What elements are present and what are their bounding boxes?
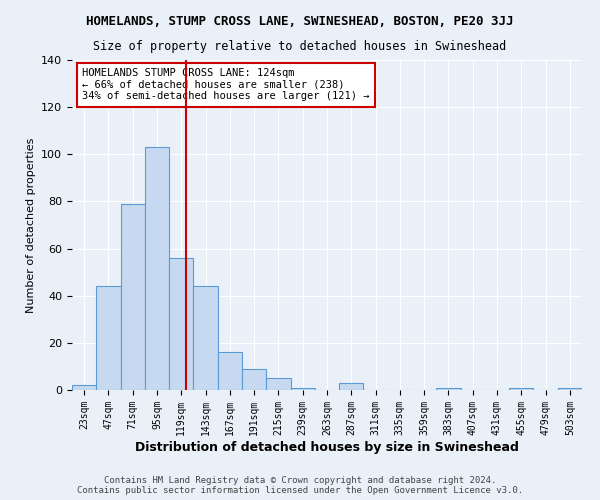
Text: Size of property relative to detached houses in Swineshead: Size of property relative to detached ho…	[94, 40, 506, 53]
Bar	[266, 378, 290, 390]
Bar	[72, 386, 96, 390]
Y-axis label: Number of detached properties: Number of detached properties	[26, 138, 35, 312]
Bar	[558, 388, 582, 390]
Bar	[121, 204, 145, 390]
Bar	[96, 286, 121, 390]
Bar	[242, 369, 266, 390]
Bar	[290, 388, 315, 390]
Bar	[509, 388, 533, 390]
Text: HOMELANDS STUMP CROSS LANE: 124sqm
← 66% of detached houses are smaller (238)
34: HOMELANDS STUMP CROSS LANE: 124sqm ← 66%…	[82, 68, 370, 102]
Bar	[193, 286, 218, 390]
Bar	[169, 258, 193, 390]
Bar	[145, 147, 169, 390]
Bar	[436, 388, 461, 390]
Bar	[218, 352, 242, 390]
Text: HOMELANDS, STUMP CROSS LANE, SWINESHEAD, BOSTON, PE20 3JJ: HOMELANDS, STUMP CROSS LANE, SWINESHEAD,…	[86, 15, 514, 28]
X-axis label: Distribution of detached houses by size in Swineshead: Distribution of detached houses by size …	[135, 440, 519, 454]
Bar	[339, 383, 364, 390]
Text: Contains HM Land Registry data © Crown copyright and database right 2024.
Contai: Contains HM Land Registry data © Crown c…	[77, 476, 523, 495]
